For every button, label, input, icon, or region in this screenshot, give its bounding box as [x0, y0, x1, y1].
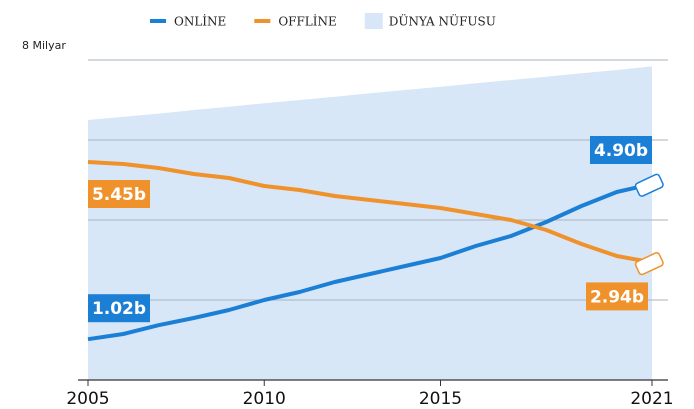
population-area — [88, 66, 652, 381]
label-box — [88, 294, 150, 323]
label-box — [88, 180, 150, 208]
legend-label: DÜNYA NÜFUSU — [389, 13, 496, 29]
x-tick-label: 2015 — [419, 389, 462, 409]
legend-swatch — [254, 19, 271, 23]
plug-icon — [634, 173, 664, 197]
legend-swatch — [364, 13, 383, 29]
x-tick-label: 2021 — [630, 389, 673, 409]
label-box — [586, 282, 648, 311]
data-label: 2.94b — [590, 287, 644, 307]
x-tick-label: 2010 — [243, 389, 286, 409]
data-label: 5.45b — [92, 185, 146, 205]
data-label: 1.02b — [92, 299, 146, 319]
line — [87, 182, 653, 342]
legend-label: ONLİNE — [174, 14, 226, 29]
y-tick-label: 8 Milyar — [22, 39, 66, 52]
x-tick-label: 2005 — [66, 389, 109, 409]
plug-icon — [634, 252, 664, 276]
data-label: 4.90b — [594, 141, 648, 161]
label-box — [590, 136, 652, 164]
legend-label: OFFLİNE — [278, 14, 336, 29]
legend-swatch — [150, 19, 166, 23]
line — [87, 160, 653, 265]
